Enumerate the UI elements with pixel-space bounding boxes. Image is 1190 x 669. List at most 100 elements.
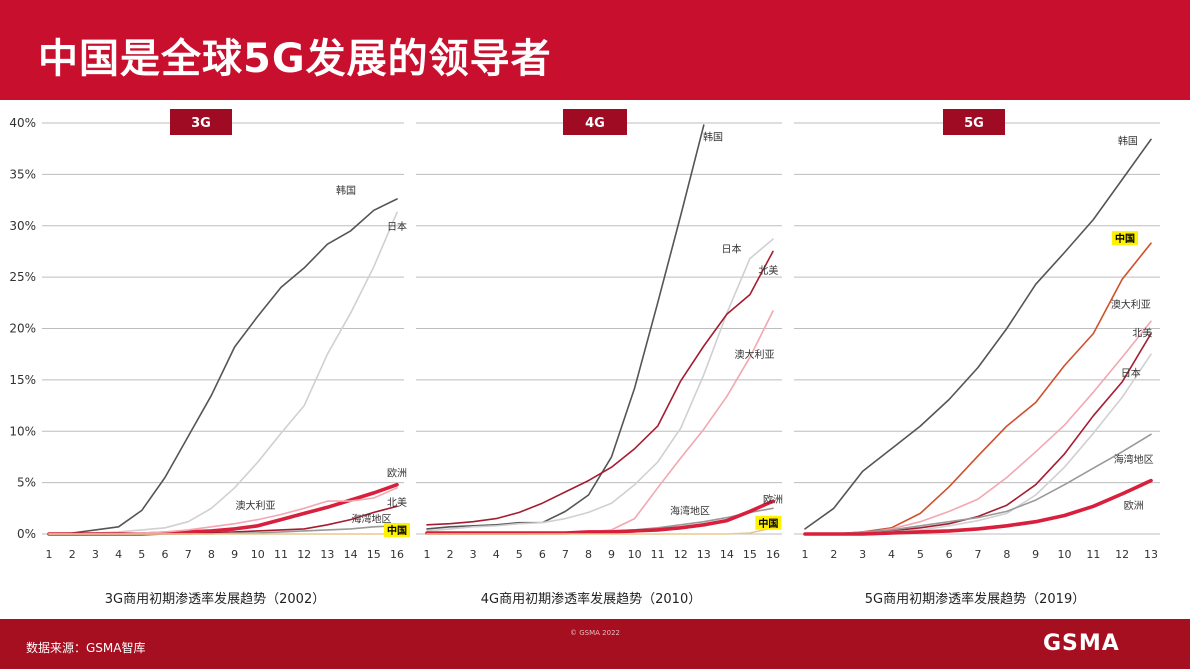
x-tick-label: 2 bbox=[830, 548, 837, 561]
badge-label: 3G bbox=[191, 116, 211, 131]
series-line-韩国 bbox=[48, 198, 398, 535]
x-tick-label: 9 bbox=[608, 548, 615, 561]
badge-3g bbox=[170, 109, 232, 135]
series-label: 欧洲 bbox=[1124, 500, 1144, 512]
series-line-日本 bbox=[426, 238, 774, 532]
series-label: 海湾地区 bbox=[351, 513, 391, 526]
x-tick-label: 1 bbox=[424, 548, 431, 561]
x-tick-label: 9 bbox=[231, 548, 238, 561]
x-tick-label: 8 bbox=[208, 548, 215, 561]
x-tick-label: 13 bbox=[1144, 548, 1158, 561]
series-line-澳大利亚 bbox=[48, 486, 398, 535]
x-tick-label: 5 bbox=[516, 548, 523, 561]
series-label: 韩国 bbox=[703, 130, 723, 143]
series-label: 欧洲 bbox=[763, 494, 783, 506]
series-label: 日本 bbox=[1121, 367, 1141, 380]
series-label: 澳大利亚 bbox=[735, 348, 775, 361]
x-tick-label: 10 bbox=[1058, 548, 1072, 561]
series-label: 北美 bbox=[758, 264, 778, 277]
series-line-日本 bbox=[48, 211, 398, 535]
x-tick-label: 10 bbox=[628, 548, 642, 561]
series-label: 海湾地区 bbox=[670, 504, 710, 517]
panel-separator bbox=[404, 110, 416, 536]
label-highlight bbox=[755, 515, 782, 530]
x-tick-label: 6 bbox=[162, 548, 169, 561]
x-tick-label: 14 bbox=[720, 548, 734, 561]
series-line-中国 bbox=[426, 526, 774, 535]
series-line-北美 bbox=[426, 250, 774, 526]
y-tick-label: 5% bbox=[17, 476, 36, 490]
series-label: 韩国 bbox=[336, 184, 356, 197]
label-highlight bbox=[1112, 231, 1139, 246]
y-tick-label: 35% bbox=[9, 167, 36, 181]
x-tick-label: 15 bbox=[743, 548, 757, 561]
series-line-欧洲 bbox=[47, 482, 399, 536]
gsma-logo: GSMA bbox=[1043, 631, 1120, 656]
data-source: 数据来源：GSMA智库 bbox=[26, 641, 146, 655]
series-label: 欧洲 bbox=[387, 467, 407, 479]
series-line-澳大利亚 bbox=[426, 310, 774, 535]
series-line-欧洲 bbox=[425, 499, 775, 535]
series-line-日本 bbox=[804, 353, 1152, 535]
chart-caption: 4G商用初期渗透率发展趋势（2010） bbox=[481, 591, 701, 607]
x-tick-label: 4 bbox=[888, 548, 895, 561]
x-tick-label: 3 bbox=[470, 548, 477, 561]
x-tick-label: 6 bbox=[946, 548, 953, 561]
x-tick-label: 5 bbox=[138, 548, 145, 561]
series-label: 韩国 bbox=[1118, 134, 1138, 147]
x-tick-label: 5 bbox=[917, 548, 924, 561]
panel-separator bbox=[782, 110, 794, 536]
chart-caption: 5G商用初期渗透率发展趋势（2019） bbox=[865, 591, 1085, 607]
chart-caption: 3G商用初期渗透率发展趋势（2002） bbox=[105, 591, 325, 607]
page-title: 中国是全球5G发展的领导者 bbox=[38, 36, 552, 82]
x-tick-label: 9 bbox=[1032, 548, 1039, 561]
x-tick-label: 2 bbox=[447, 548, 454, 561]
footer-bar: 数据来源：GSMA智库 © GSMA 2022 GSMA bbox=[0, 619, 1190, 669]
series-label: 中国 bbox=[758, 517, 778, 530]
series-label: 澳大利亚 bbox=[1111, 298, 1151, 311]
y-tick-label: 20% bbox=[9, 322, 36, 336]
x-tick-label: 7 bbox=[562, 548, 569, 561]
badge-5g bbox=[943, 109, 1005, 135]
x-tick-label: 13 bbox=[697, 548, 711, 561]
series-line-韩国 bbox=[804, 138, 1152, 530]
badge-label: 4G bbox=[585, 116, 605, 131]
series-label: 日本 bbox=[721, 242, 741, 255]
y-tick-label: 0% bbox=[17, 527, 36, 541]
x-tick-label: 3 bbox=[859, 548, 866, 561]
series-line-海湾地区 bbox=[804, 433, 1152, 535]
series-label: 澳大利亚 bbox=[235, 499, 275, 512]
x-tick-label: 7 bbox=[185, 548, 192, 561]
x-tick-label: 1 bbox=[802, 548, 809, 561]
x-tick-label: 7 bbox=[975, 548, 982, 561]
label-highlight bbox=[384, 522, 410, 537]
x-tick-label: 3 bbox=[92, 548, 99, 561]
x-tick-label: 4 bbox=[115, 548, 122, 561]
series-label: 海湾地区 bbox=[1114, 453, 1154, 466]
x-tick-label: 16 bbox=[390, 548, 404, 561]
series-line-欧洲 bbox=[803, 478, 1153, 536]
x-tick-label: 11 bbox=[274, 548, 288, 561]
y-tick-label: 30% bbox=[9, 219, 36, 233]
y-tick-label: 15% bbox=[9, 373, 36, 387]
penetration-charts: 0%5%10%15%20%25%30%35%40% 3G1 2 3 4 5 6 7 8 9 10 11… bbox=[9, 109, 1160, 607]
badge-4g bbox=[563, 109, 627, 135]
x-tick-label: 11 bbox=[1086, 548, 1100, 561]
x-tick-label: 11 bbox=[651, 548, 665, 561]
x-tick-label: 4 bbox=[493, 548, 500, 561]
x-tick-label: 15 bbox=[367, 548, 381, 561]
x-tick-label: 12 bbox=[674, 548, 688, 561]
title-banner: 中国是全球5G发展的领导者 bbox=[0, 0, 1190, 100]
y-tick-label: 10% bbox=[9, 424, 36, 438]
x-tick-label: 1 bbox=[46, 548, 53, 561]
series-label: 中国 bbox=[1115, 232, 1135, 245]
y-tick-label: 25% bbox=[9, 270, 36, 284]
x-tick-label: 14 bbox=[344, 548, 358, 561]
badge-label: 5G bbox=[964, 116, 984, 131]
x-tick-label: 10 bbox=[251, 548, 265, 561]
series-line-韩国 bbox=[426, 124, 705, 530]
x-tick-label: 8 bbox=[585, 548, 592, 561]
series-label: 日本 bbox=[387, 220, 407, 233]
series-label: 中国 bbox=[387, 524, 407, 537]
series-label: 北美 bbox=[387, 496, 407, 509]
